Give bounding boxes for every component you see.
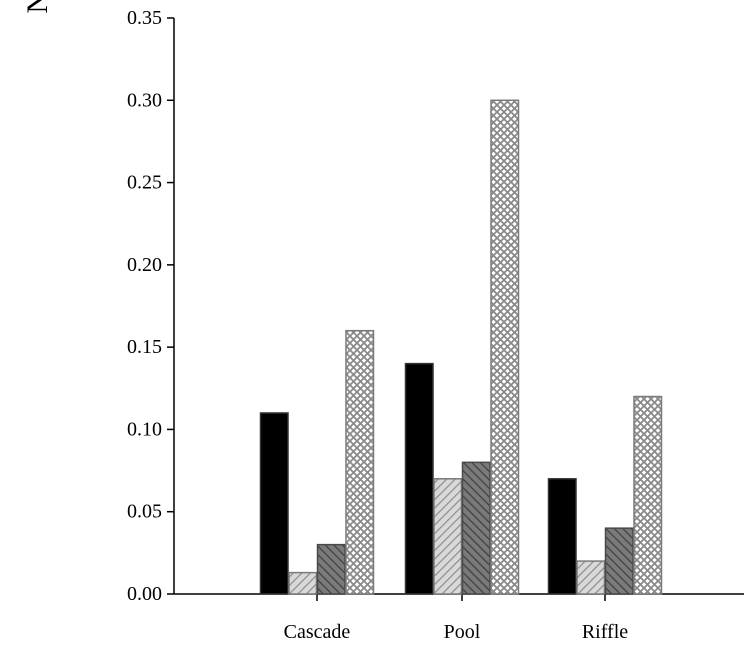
bar-cascade-series-1 — [259, 412, 289, 595]
y-axis: 0.00 0.05 0.10 0.15 0.20 0.25 0.30 0.35 — [127, 7, 175, 605]
y-tick-label: 0.25 — [127, 172, 162, 194]
bar-riffle-series-4 — [633, 395, 663, 595]
bar-riffle-series-1 — [547, 478, 577, 595]
x-tick-label: Cascade — [284, 621, 351, 643]
bar-pool-series-2 — [433, 478, 463, 595]
bar-cascade-series-2 — [288, 571, 318, 595]
y-tick-label: 0.30 — [127, 89, 162, 111]
bar-pool-series-3 — [461, 461, 491, 595]
bar-cascade-series-4 — [345, 329, 375, 595]
x-axis: Cascade Pool Riffle — [174, 593, 744, 643]
x-tick-label: Riffle — [582, 621, 628, 643]
y-tick-label: 0.35 — [127, 7, 162, 29]
bars — [259, 99, 663, 595]
y-tick-label: 0.05 — [127, 501, 162, 523]
bar-riffle-series-3 — [604, 527, 634, 595]
y-tick-label: 0.10 — [127, 418, 162, 440]
y-axis-label: N — [21, 0, 54, 14]
x-tick-label: Pool — [444, 621, 481, 643]
bar-cascade-series-3 — [316, 543, 346, 595]
bar-pool-series-1 — [404, 362, 434, 595]
y-tick-label: 0.00 — [127, 583, 162, 605]
bar-pool-series-4 — [490, 99, 520, 595]
bar-riffle-series-2 — [576, 560, 606, 595]
y-tick-label: 0.20 — [127, 254, 162, 276]
y-tick-label: 0.15 — [127, 336, 162, 358]
